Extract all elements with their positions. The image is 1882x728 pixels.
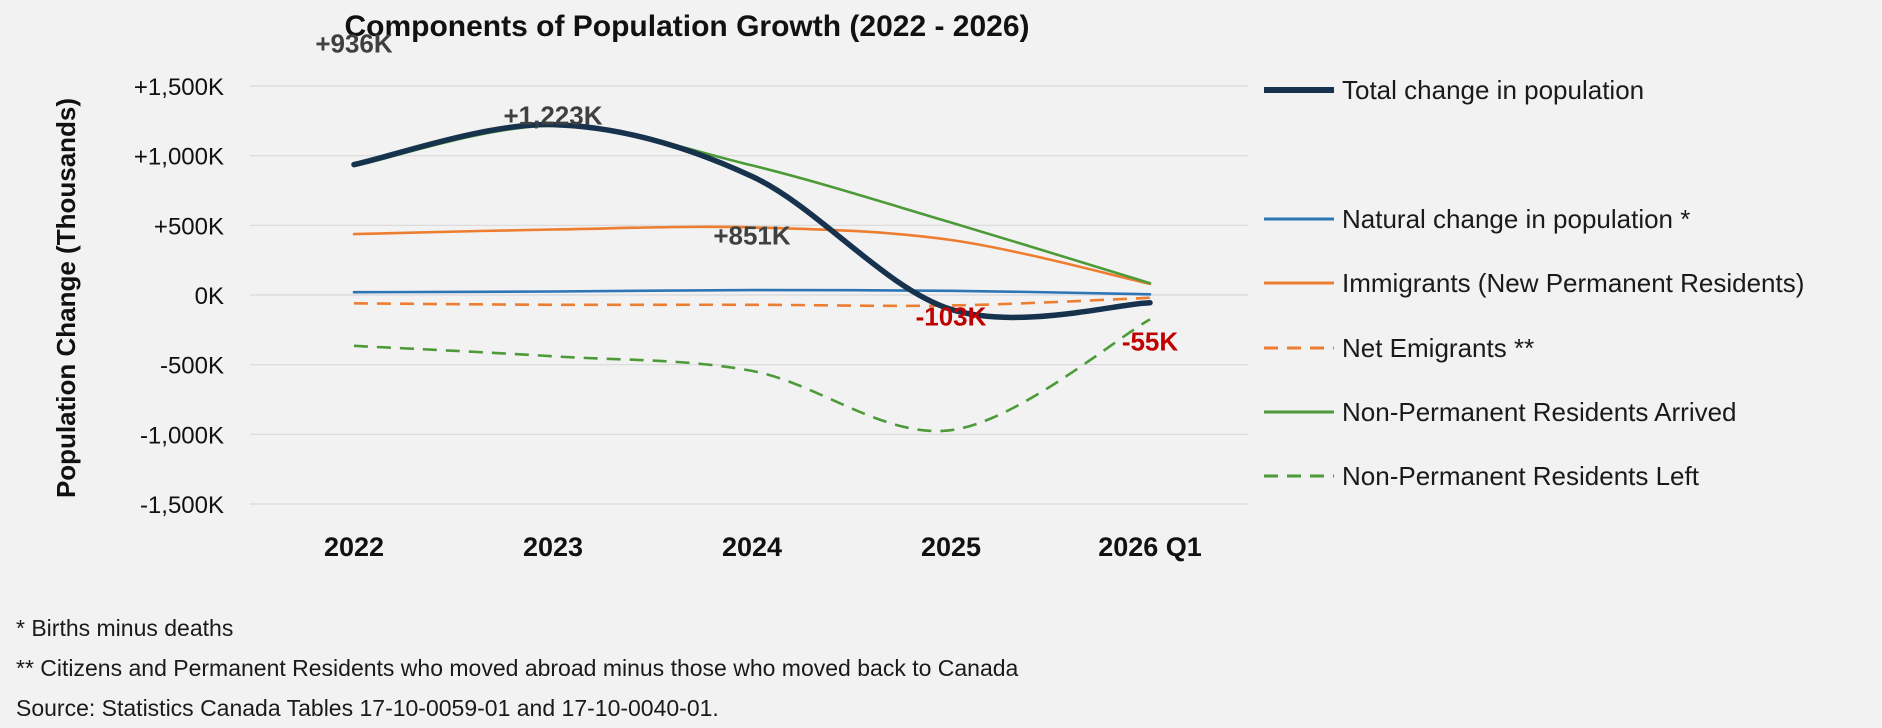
- legend-label-natural-change-in-population: Natural change in population *: [1342, 204, 1690, 234]
- legend-label-net-emigrants: Net Emigrants **: [1342, 333, 1534, 363]
- y-tick-label: +1,000K: [134, 144, 224, 171]
- chart-title: Components of Population Growth (2022 - …: [344, 10, 1029, 43]
- y-tick-label: -1,000K: [140, 422, 224, 449]
- data-label: +1,223K: [503, 101, 602, 131]
- footnote-natural-change: * Births minus deaths: [16, 615, 234, 641]
- legend-label-immigrants-new-permanent-residents: Immigrants (New Permanent Residents): [1342, 268, 1804, 298]
- x-axis-ticks: 2022 2023 2024 2025 2026 Q1: [324, 532, 1202, 562]
- data-labels: +936K +1,223K +851K -103K -55K: [315, 29, 1178, 357]
- series-line-net-emigrants: [353, 296, 1151, 308]
- x-tick-label: 2025: [921, 532, 981, 562]
- legend-label-non-permanent-residents-arrived: Non-Permanent Residents Arrived: [1342, 397, 1737, 427]
- footnote-net-emigrants: ** Citizens and Permanent Residents who …: [16, 655, 1019, 681]
- x-tick-label: 2023: [523, 532, 583, 562]
- series-line-total-change-in-population: [351, 121, 1153, 321]
- y-tick-label: -500K: [160, 353, 224, 380]
- data-label: +936K: [315, 29, 393, 59]
- legend-label-total-change-in-population: Total change in population: [1342, 75, 1644, 105]
- y-tick-label: 0K: [195, 283, 224, 310]
- legend: Total change in population Natural change…: [1264, 75, 1804, 491]
- series-line-non-permanent-residents-left: [353, 318, 1151, 433]
- x-tick-label: 2022: [324, 532, 384, 562]
- series-lines: [351, 121, 1153, 433]
- y-axis-label: Population Change (Thousands): [51, 98, 81, 498]
- data-label: -55K: [1122, 327, 1179, 357]
- y-tick-label: +1,500K: [134, 74, 224, 101]
- series-line-non-permanent-residents-arrived: [352, 124, 1152, 285]
- source-note: Source: Statistics Canada Tables 17-10-0…: [16, 695, 719, 721]
- legend-label-non-permanent-residents-left: Non-Permanent Residents Left: [1342, 461, 1700, 491]
- data-label: +851K: [713, 220, 791, 250]
- y-axis-ticks: +1,500K +1,000K +500K 0K -500K -1,000K -1,500K: [134, 74, 224, 519]
- population-growth-chart: Components of Population Growth (2022 - …: [51, 10, 1804, 562]
- series-line-immigrants-new-permanent-residents: [352, 225, 1152, 286]
- data-label: -103K: [916, 301, 987, 331]
- y-tick-label: +500K: [154, 213, 224, 240]
- x-tick-label: 2026 Q1: [1098, 532, 1202, 562]
- x-tick-label: 2024: [722, 532, 782, 562]
- y-tick-label: -1,500K: [140, 492, 224, 519]
- gridlines: [250, 85, 1248, 505]
- series-line-natural-change-in-population: [352, 288, 1152, 296]
- footnotes: * Births minus deaths ** Citizens and Pe…: [16, 608, 1018, 728]
